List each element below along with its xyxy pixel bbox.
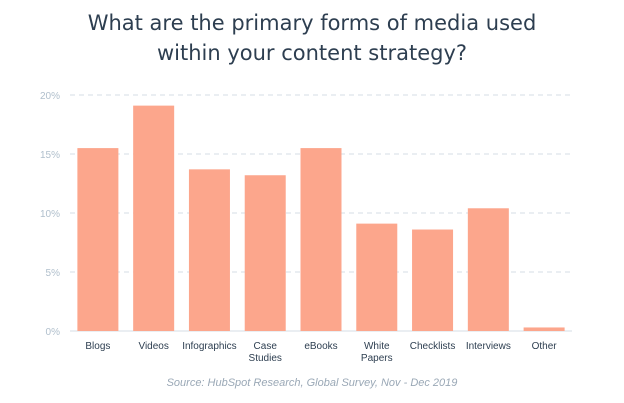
bar (77, 148, 119, 331)
x-tick-label: Other (532, 341, 558, 352)
x-tick-label: White Papers (361, 341, 393, 364)
y-tick-label: 5% (46, 268, 61, 279)
bars (77, 105, 565, 332)
x-tick-label: Checklists (410, 341, 456, 352)
y-tick-label: 10% (40, 209, 60, 220)
source-note: Source: HubSpot Research, Global Survey,… (166, 377, 458, 389)
x-tick-label: eBooks (304, 341, 337, 352)
chart-title: What are the primary forms of media used… (0, 8, 624, 68)
x-tick-label: Blogs (85, 341, 110, 352)
bar (188, 169, 230, 331)
x-tick-label: Case Studies (249, 341, 282, 364)
x-axis-labels: Blogs Videos Infographics Case Studies eBooks… (85, 341, 557, 364)
bar (467, 208, 509, 331)
y-axis-ticks: 0% 5% 10% 15% 20% (40, 91, 60, 338)
x-tick-label: Videos (138, 341, 168, 352)
bar (356, 223, 398, 331)
chart-title-line-1: What are the primary forms of media used (87, 11, 537, 35)
bar (244, 175, 286, 331)
bar (133, 105, 175, 332)
bar (300, 148, 342, 331)
x-tick-label: Infographics (182, 341, 236, 352)
chart-title-line-2: within your content strategy? (156, 41, 468, 65)
bar (523, 327, 565, 331)
x-tick-label: Interviews (466, 341, 511, 352)
y-tick-label: 15% (40, 150, 60, 161)
y-tick-label: 0% (46, 327, 61, 338)
bar (412, 229, 454, 331)
y-tick-label: 20% (40, 91, 60, 102)
